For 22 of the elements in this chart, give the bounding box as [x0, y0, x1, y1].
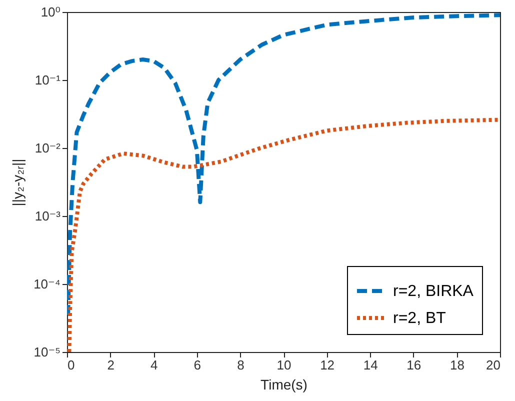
x-tick-label: 2: [107, 358, 114, 372]
x-tick-label: 10: [276, 358, 292, 372]
y-axis-title: ||y₂-y₂ᵣ||: [10, 158, 26, 206]
x-tick-label: 14: [363, 358, 378, 372]
x-tick-label: 12: [320, 358, 335, 372]
x-tick-label: 20: [486, 358, 500, 372]
x-tick-label: 6: [194, 358, 202, 372]
legend-label: r=2, BT: [393, 310, 446, 327]
y-tick-label: 10⁻³: [34, 208, 62, 224]
line-series: [67, 118, 500, 352]
x-tick-label: 8: [237, 358, 244, 372]
y-tick-label: 10⁰: [40, 4, 60, 20]
y-tick-label: 10⁻⁴: [34, 276, 60, 292]
x-tick-label: 0: [68, 358, 75, 372]
legend-label: r=2, BIRKA: [393, 283, 474, 300]
x-tick-label: 4: [150, 358, 158, 372]
x-tick-label: 16: [406, 358, 422, 372]
y-tick-label: 10⁻¹: [34, 72, 62, 88]
y-tick-label: 10⁻⁵: [34, 344, 60, 360]
x-tick-label: 18: [450, 358, 464, 372]
x-axis-title: Time(s): [260, 376, 308, 392]
y-tick-label: 10⁻²: [34, 140, 62, 156]
